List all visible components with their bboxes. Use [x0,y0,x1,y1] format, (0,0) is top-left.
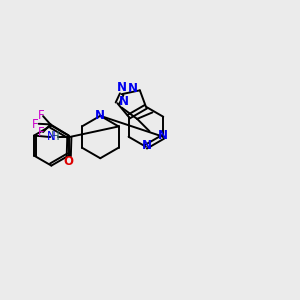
Text: N: N [117,81,127,94]
Text: N: N [158,129,168,142]
Text: N: N [119,95,129,108]
Text: F: F [38,126,44,139]
Text: O: O [64,155,74,168]
Text: N: N [128,82,138,95]
Text: F: F [32,118,38,131]
Text: N: N [142,139,152,152]
Text: F: F [38,109,44,122]
Text: N: N [95,109,105,122]
Text: H: H [51,130,60,143]
Text: N: N [46,130,55,143]
